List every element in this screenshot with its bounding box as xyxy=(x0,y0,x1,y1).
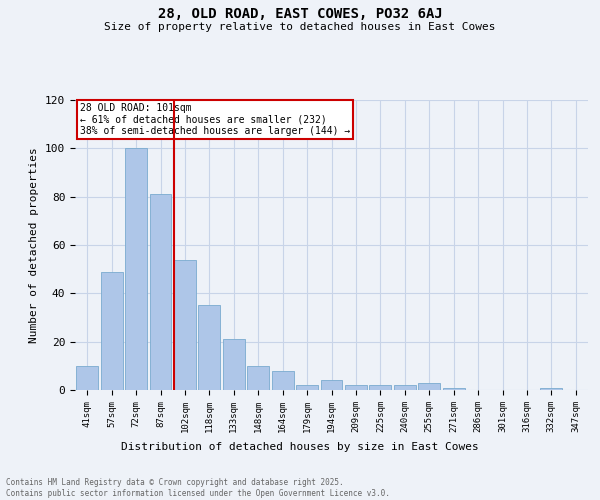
Bar xyxy=(443,388,464,390)
Text: 28, OLD ROAD, EAST COWES, PO32 6AJ: 28, OLD ROAD, EAST COWES, PO32 6AJ xyxy=(158,8,442,22)
Text: Contains HM Land Registry data © Crown copyright and database right 2025.
Contai: Contains HM Land Registry data © Crown c… xyxy=(6,478,390,498)
Bar xyxy=(296,385,318,390)
Bar xyxy=(418,383,440,390)
Text: Distribution of detached houses by size in East Cowes: Distribution of detached houses by size … xyxy=(121,442,479,452)
Text: 28 OLD ROAD: 101sqm
← 61% of detached houses are smaller (232)
38% of semi-detac: 28 OLD ROAD: 101sqm ← 61% of detached ho… xyxy=(80,103,350,136)
Bar xyxy=(394,385,416,390)
Bar xyxy=(223,339,245,390)
Bar xyxy=(174,260,196,390)
Bar xyxy=(541,388,562,390)
Y-axis label: Number of detached properties: Number of detached properties xyxy=(29,147,40,343)
Bar xyxy=(101,272,122,390)
Text: Size of property relative to detached houses in East Cowes: Size of property relative to detached ho… xyxy=(104,22,496,32)
Bar xyxy=(76,366,98,390)
Bar xyxy=(320,380,343,390)
Bar xyxy=(272,370,293,390)
Bar xyxy=(247,366,269,390)
Bar xyxy=(149,194,172,390)
Bar xyxy=(370,385,391,390)
Bar xyxy=(345,385,367,390)
Bar xyxy=(125,148,147,390)
Bar xyxy=(199,306,220,390)
